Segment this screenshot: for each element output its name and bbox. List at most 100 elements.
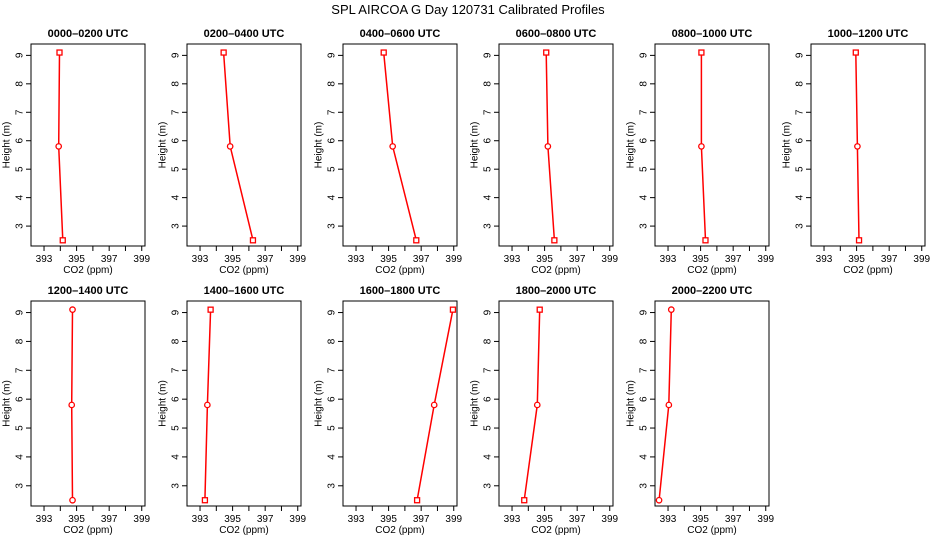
y-axis-label: Height (m) bbox=[626, 122, 637, 169]
x-tick-label: 397 bbox=[101, 514, 118, 525]
data-point bbox=[249, 237, 257, 244]
panel-title: 0400–0600 UTC bbox=[360, 28, 441, 40]
y-tick-label: 7 bbox=[639, 367, 650, 373]
y-tick-label: 6 bbox=[639, 138, 650, 144]
y-tick-label: 6 bbox=[327, 396, 338, 402]
x-axis-label: CO2 (ppm) bbox=[843, 265, 892, 276]
x-tick-label: 397 bbox=[725, 514, 742, 525]
x-tick-label: 397 bbox=[569, 514, 586, 525]
y-tick-label: 3 bbox=[15, 223, 26, 229]
plot-frame bbox=[498, 43, 614, 247]
y-tick-label: 3 bbox=[171, 223, 182, 229]
y-axis-label: Height (m) bbox=[470, 122, 481, 169]
y-axis-label: Height (m) bbox=[314, 122, 325, 169]
y-tick-label: 8 bbox=[483, 338, 494, 344]
y-tick-label: 5 bbox=[15, 425, 26, 431]
x-tick-label: 393 bbox=[660, 514, 677, 525]
profile-panel: 1200–1400 UTC 393 395 397 399 CO2 (ppm) 3 4 5 6 7 8… bbox=[2, 285, 151, 536]
y-tick-label: 6 bbox=[15, 138, 26, 144]
y-tick-label: 4 bbox=[639, 454, 650, 460]
data-point bbox=[68, 401, 76, 409]
y-tick-label: 8 bbox=[327, 81, 338, 87]
data-point bbox=[536, 306, 543, 313]
y-tick-label: 5 bbox=[171, 166, 182, 172]
y-tick-label: 9 bbox=[483, 309, 494, 315]
y-tick-label: 9 bbox=[15, 52, 26, 58]
y-tick-label: 5 bbox=[327, 425, 338, 431]
data-point bbox=[413, 497, 421, 504]
y-tick-label: 9 bbox=[639, 52, 650, 58]
y-tick-label: 7 bbox=[483, 109, 494, 115]
y-tick-label: 5 bbox=[639, 425, 650, 431]
y-axis-label: Height (m) bbox=[626, 380, 637, 427]
y-tick-label: 7 bbox=[171, 367, 182, 373]
x-tick-label: 399 bbox=[445, 254, 462, 265]
x-tick-label: 395 bbox=[536, 514, 553, 525]
y-tick-label: 8 bbox=[15, 338, 26, 344]
y-tick-label: 3 bbox=[327, 483, 338, 489]
plot-frame bbox=[498, 300, 614, 507]
panel-title: 1600–1800 UTC bbox=[360, 285, 441, 297]
panel-title: 0600–0800 UTC bbox=[516, 28, 597, 40]
y-tick-label: 4 bbox=[171, 194, 182, 200]
x-tick-label: 399 bbox=[445, 514, 462, 525]
y-tick-label: 6 bbox=[171, 396, 182, 402]
x-tick-label: 397 bbox=[881, 254, 898, 265]
x-tick-label: 393 bbox=[660, 254, 677, 265]
y-tick-label: 3 bbox=[15, 483, 26, 489]
x-tick-label: 393 bbox=[504, 514, 521, 525]
x-tick-label: 399 bbox=[133, 254, 150, 265]
y-tick-label: 5 bbox=[483, 425, 494, 431]
x-tick-label: 399 bbox=[913, 254, 930, 265]
data-point bbox=[665, 401, 673, 409]
x-axis-label: CO2 (ppm) bbox=[375, 265, 424, 276]
y-tick-label: 7 bbox=[15, 367, 26, 373]
data-point bbox=[852, 49, 859, 56]
y-tick-label: 7 bbox=[171, 109, 182, 115]
y-axis-label: Height (m) bbox=[782, 122, 793, 169]
y-axis-label: Height (m) bbox=[314, 380, 325, 427]
profile-panel: 0600–0800 UTC 393 395 397 399 CO2 (ppm) 3 4 5 6 7 8… bbox=[470, 28, 619, 276]
data-point bbox=[389, 143, 397, 150]
x-tick-label: 395 bbox=[692, 514, 709, 525]
y-tick-label: 6 bbox=[483, 396, 494, 402]
data-point bbox=[380, 49, 387, 56]
y-tick-label: 7 bbox=[795, 109, 806, 115]
y-tick-label: 8 bbox=[171, 81, 182, 87]
x-tick-label: 397 bbox=[725, 254, 742, 265]
panel-title: 0800–1000 UTC bbox=[672, 28, 753, 40]
data-point bbox=[204, 401, 211, 409]
profile-panel: 1600–1800 UTC 393 395 397 399 CO2 (ppm) 3 4 5 6 7 8… bbox=[314, 285, 463, 536]
panel-title: 1400–1600 UTC bbox=[204, 285, 285, 297]
panel-title: 1200–1400 UTC bbox=[48, 285, 129, 297]
y-tick-label: 8 bbox=[795, 81, 806, 87]
data-point bbox=[56, 49, 63, 56]
data-point bbox=[854, 143, 861, 150]
x-tick-label: 399 bbox=[757, 254, 774, 265]
x-axis-label: CO2 (ppm) bbox=[219, 525, 268, 536]
x-axis-label: CO2 (ppm) bbox=[375, 525, 424, 536]
y-tick-label: 3 bbox=[483, 223, 494, 229]
x-tick-label: 393 bbox=[36, 514, 53, 525]
data-point bbox=[667, 306, 675, 314]
y-tick-label: 9 bbox=[327, 309, 338, 315]
x-tick-label: 395 bbox=[380, 514, 397, 525]
data-point bbox=[655, 496, 663, 504]
y-axis-label: Height (m) bbox=[470, 380, 481, 427]
y-tick-label: 4 bbox=[483, 194, 494, 200]
y-tick-label: 6 bbox=[483, 138, 494, 144]
y-tick-label: 9 bbox=[171, 309, 182, 315]
x-tick-label: 399 bbox=[133, 514, 150, 525]
data-point bbox=[521, 497, 528, 504]
y-tick-label: 7 bbox=[639, 109, 650, 115]
y-tick-label: 5 bbox=[483, 166, 494, 172]
y-tick-label: 9 bbox=[795, 52, 806, 58]
x-axis-label: CO2 (ppm) bbox=[63, 525, 112, 536]
y-tick-label: 5 bbox=[327, 166, 338, 172]
x-axis-label: CO2 (ppm) bbox=[219, 265, 268, 276]
x-tick-label: 393 bbox=[36, 254, 53, 265]
data-point bbox=[69, 306, 76, 314]
y-tick-label: 6 bbox=[327, 138, 338, 144]
y-tick-label: 8 bbox=[483, 81, 494, 87]
